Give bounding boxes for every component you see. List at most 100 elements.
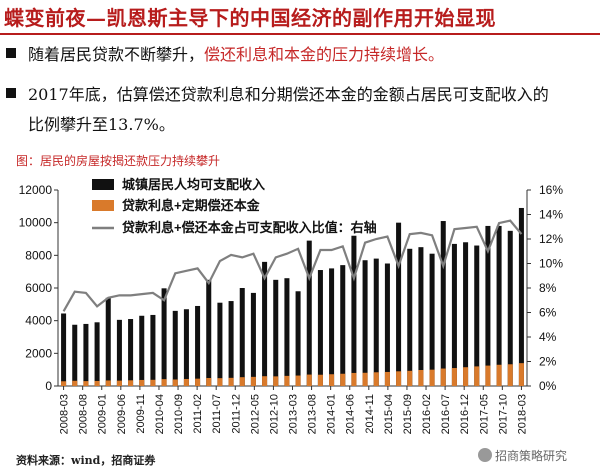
- y-right-tick-label: 0%: [539, 379, 557, 393]
- y-right-tick-label: 14%: [539, 208, 563, 222]
- income-bar: [362, 260, 368, 386]
- bullet-2: 2017年底，估算偿还贷款利息和分期偿还本金的金额占居民可支配收入的: [6, 80, 549, 110]
- x-tick-label: 2012-05: [249, 394, 261, 434]
- x-tick-label: 2011-12: [230, 394, 242, 434]
- x-tick-label: 2011-02: [192, 394, 204, 434]
- income-bar: [518, 207, 524, 386]
- income-bar: [373, 258, 379, 386]
- income-bar: [396, 222, 402, 386]
- x-tick-label: 2016-12: [459, 394, 471, 434]
- repay-bar: [451, 368, 457, 386]
- repay-bar: [116, 380, 122, 386]
- income-bar: [195, 305, 201, 386]
- income-bar: [139, 315, 145, 386]
- watermark-text: 招商策略研究: [495, 449, 568, 463]
- repay-bar: [474, 366, 480, 386]
- repay-bar: [429, 369, 435, 386]
- income-bar: [306, 240, 312, 386]
- income-bar: [105, 297, 111, 386]
- source-note: 资料来源：wind，招商证券: [16, 454, 156, 467]
- income-bar: [429, 253, 435, 386]
- y-left-tick-label: 10000: [19, 216, 53, 230]
- income-bar: [217, 302, 223, 386]
- income-bar: [384, 263, 390, 386]
- repay-bar: [329, 374, 335, 386]
- repay-bar: [295, 375, 301, 386]
- income-bar: [295, 291, 301, 386]
- income-bar: [273, 279, 279, 386]
- y-right-tick-label: 10%: [539, 257, 563, 271]
- y-right-tick-label: 2%: [539, 355, 557, 369]
- repay-bar: [496, 364, 502, 386]
- income-bar: [94, 322, 100, 386]
- y-left-tick-label: 12000: [19, 183, 53, 197]
- bullet-1-text: 随着居民贷款不断攀升，: [28, 45, 205, 64]
- repay-bar: [306, 374, 312, 386]
- x-tick-label: 2008-08: [78, 394, 90, 434]
- income-bar: [183, 309, 189, 386]
- y-left-tick-label: 4000: [25, 314, 52, 328]
- x-tick-label: 2016-07: [440, 394, 452, 434]
- repay-bar: [340, 373, 346, 386]
- income-bar: [262, 261, 268, 386]
- income-bar: [83, 323, 89, 386]
- repay-bar: [373, 372, 379, 386]
- x-tick-label: 2011-07: [211, 394, 223, 434]
- income-bar: [172, 310, 178, 386]
- x-tick-label: 2017-10: [497, 394, 509, 434]
- y-right-tick-label: 16%: [539, 183, 563, 197]
- x-tick-label: 2013-03: [288, 394, 300, 434]
- repay-bar: [273, 376, 279, 386]
- bullet-square-icon: [6, 48, 16, 58]
- income-bar: [418, 247, 424, 386]
- repayment-chart: 0 2000 4000 6000 8000 10000 12000 0% 2% 4% 6% 8% 10%…: [19, 177, 564, 434]
- income-bar: [150, 314, 156, 386]
- legend-repay-label: 贷款利息+定期偿还本金: [122, 198, 261, 213]
- y-left-tick-label: 2000: [25, 346, 52, 360]
- x-tick-label: 2009-11: [135, 394, 147, 434]
- x-tick-label: 2015-09: [402, 394, 414, 434]
- bullet-2-line-1: 2017年底，估算偿还贷款利息和分期偿还本金的金额占居民可支配收入的: [28, 85, 549, 104]
- x-tick-label: 2013-08: [307, 394, 319, 434]
- repay-bar: [217, 378, 223, 386]
- repay-bar: [83, 381, 89, 386]
- repay-bar: [94, 380, 100, 386]
- repay-bar: [250, 376, 256, 386]
- repay-bar: [418, 369, 424, 386]
- income-bar: [284, 278, 290, 386]
- bullet-2-line-2: 比例攀升至13.7%。: [28, 115, 175, 134]
- repay-bar: [262, 376, 268, 386]
- bullet-1-highlight: 偿还利息和本金的压力持续增长。: [204, 45, 445, 64]
- y-left-tick-label: 0: [45, 379, 52, 393]
- x-tick-label: 2015-04: [383, 394, 395, 434]
- x-tick-label: 2010-04: [154, 394, 166, 434]
- chart-axes: 0 2000 4000 6000 8000 10000 12000 0% 2% 4% 6% 8% 10%…: [19, 183, 564, 434]
- legend-income-label: 城镇居民人均可支配收入: [122, 177, 265, 192]
- repay-bar: [172, 379, 178, 386]
- bullet-2-continuation: 比例攀升至13.7%。: [28, 110, 175, 140]
- repay-bar: [407, 370, 413, 386]
- income-bar: [485, 225, 491, 386]
- x-tick-label: 2009-06: [116, 394, 128, 434]
- repay-bar: [384, 371, 390, 386]
- chart-bars: [61, 207, 524, 386]
- income-bar: [250, 292, 256, 386]
- income-bar: [116, 319, 122, 386]
- repay-bar: [507, 364, 513, 386]
- repay-bar: [183, 378, 189, 386]
- income-bar: [496, 225, 502, 386]
- repay-bar: [463, 367, 469, 386]
- repay-bar: [351, 372, 357, 386]
- repay-bar: [105, 380, 111, 386]
- income-bar: [161, 288, 167, 386]
- figure-caption: 图：居民的房屋按揭还款压力持续攀升: [16, 154, 221, 168]
- repay-bar: [396, 371, 402, 386]
- income-bar: [239, 288, 245, 386]
- x-tick-label: 2014-06: [345, 394, 357, 434]
- x-tick-label: 2018-03: [516, 394, 528, 434]
- repay-bar: [139, 379, 145, 386]
- income-bar: [340, 265, 346, 386]
- bullet-square-icon: [6, 88, 16, 98]
- repay-bar: [284, 375, 290, 386]
- income-bar: [206, 279, 212, 386]
